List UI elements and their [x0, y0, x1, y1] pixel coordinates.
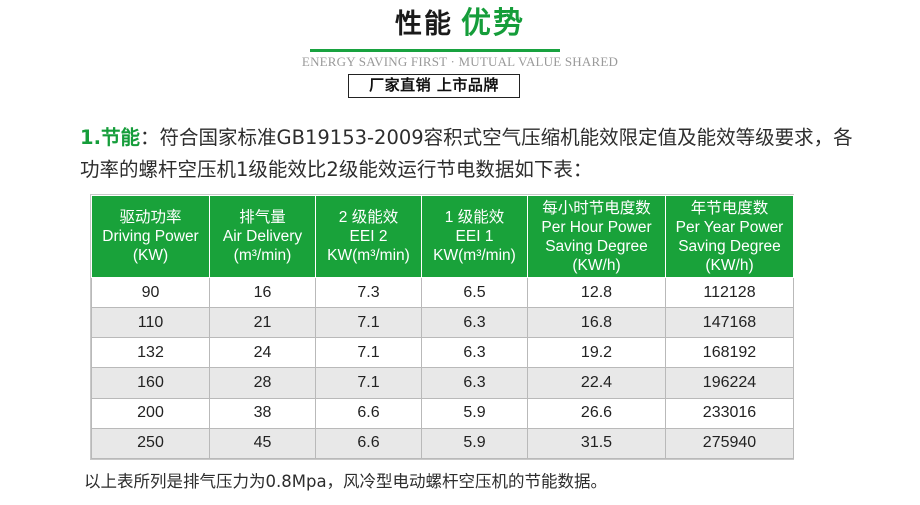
header-en: Per Hour Power [541, 218, 652, 236]
cell-eei1: 6.3 [421, 337, 528, 369]
cell-air-delivery: 24 [209, 337, 316, 369]
cell-eei1: 6.3 [421, 367, 528, 399]
header-zh: 2 级能效 [338, 209, 399, 226]
english-slogan: ENERGY SAVING FIRST · MUTUAL VALUE SHARE… [301, 54, 619, 69]
cell-yearly-saving: 233016 [665, 397, 794, 429]
cell-eei1: 6.3 [421, 307, 528, 339]
cell-hourly-saving: 19.2 [527, 337, 666, 369]
intro-colon: ： [139, 126, 160, 149]
table-row: 90 16 7.3 6.5 12.8 112128 [91, 276, 794, 309]
cell-air-delivery: 21 [209, 307, 316, 339]
header-air-delivery: 排气量 Air Delivery (m³/min) [209, 195, 316, 278]
intro-paragraph: 1.节能：符合国家标准GB19153-2009容积式空气压缩机能效限定值及能效等… [80, 122, 860, 186]
cell-air-delivery: 16 [209, 276, 316, 309]
title-part-performance: 性能 [395, 9, 453, 40]
cell-yearly-saving: 275940 [665, 427, 794, 460]
table-row: 250 45 6.6 5.9 31.5 275940 [91, 427, 794, 460]
header-eei1: 1 级能效 EEI 1 KW(m³/min) [421, 195, 528, 278]
cell-yearly-saving: 147168 [665, 307, 794, 339]
table-row: 110 21 7.1 6.3 16.8 147168 [91, 307, 794, 339]
page-header: 性能 优势 ENERGY SAVING FIRST · MUTUAL VALUE … [0, 0, 920, 110]
table-row: 200 38 6.6 5.9 26.6 233016 [91, 397, 794, 429]
intro-text: 符合国家标准GB19153-2009容积式空气压缩机能效限定值及能效等级要求，各… [80, 126, 853, 181]
intro-lead: 1.节能 [80, 126, 140, 149]
header-yearly-saving: 年节电度数 Per Year Power Saving Degree (KW/h… [665, 195, 794, 278]
table-body: 90 16 7.3 6.5 12.8 112128 110 21 7.1 6.3 16.8 14716… [91, 276, 794, 460]
cell-eei2: 6.6 [315, 427, 422, 460]
cell-hourly-saving: 26.6 [527, 397, 666, 429]
header-en: Per Year Power [675, 218, 784, 236]
cell-eei2: 7.1 [315, 307, 422, 339]
header-unit: (KW) [132, 247, 169, 264]
cell-air-delivery: 38 [209, 397, 316, 429]
header-unit: KW(m³/min) [433, 247, 516, 264]
table-row: 132 24 7.1 6.3 19.2 168192 [91, 337, 794, 369]
cell-yearly-saving: 196224 [665, 367, 794, 399]
header-unit: (KW/h) [572, 256, 621, 274]
header-en: Saving Degree [678, 237, 781, 255]
header-zh: 排气量 [239, 209, 286, 226]
factory-badge: 厂家直销 上市品牌 [348, 74, 520, 98]
cell-eei1: 5.9 [421, 397, 528, 429]
energy-saving-table-container: 驱动功率 Driving Power (KW) 排气量 Air Delivery… [90, 194, 794, 460]
header-zh: 年节电度数 [690, 199, 769, 217]
cell-driving-power: 160 [91, 367, 210, 399]
title-part-advantage: 优势 [461, 6, 525, 41]
header-eei2: 2 级能效 EEI 2 KW(m³/min) [315, 195, 422, 278]
title-underline [310, 49, 560, 52]
header-en: EEI 1 [455, 228, 494, 245]
cell-air-delivery: 28 [209, 367, 316, 399]
header-unit: (m³/min) [233, 247, 292, 264]
cell-driving-power: 132 [91, 337, 210, 369]
cell-driving-power: 250 [91, 427, 210, 460]
header-en: EEI 2 [349, 228, 388, 245]
table-header-row: 驱动功率 Driving Power (KW) 排气量 Air Delivery… [91, 195, 794, 278]
table-footnote: 以上表所列是排气压力为0.8Mpa，风冷型电动螺杆空压机的节能数据。 [84, 472, 608, 491]
header-driving-power: 驱动功率 Driving Power (KW) [91, 195, 210, 278]
cell-driving-power: 200 [91, 397, 210, 429]
table-row: 160 28 7.1 6.3 22.4 196224 [91, 367, 794, 399]
cell-hourly-saving: 12.8 [527, 276, 666, 309]
header-unit: (KW/h) [705, 256, 754, 274]
cell-eei1: 5.9 [421, 427, 528, 460]
cell-eei2: 6.6 [315, 397, 422, 429]
header-unit: KW(m³/min) [327, 247, 410, 264]
cell-eei2: 7.1 [315, 337, 422, 369]
cell-eei1: 6.5 [421, 276, 528, 309]
header-hourly-saving: 每小时节电度数 Per Hour Power Saving Degree (KW… [527, 195, 666, 278]
cell-hourly-saving: 16.8 [527, 307, 666, 339]
header-en: Driving Power [102, 228, 199, 245]
page-title: 性能 优势 [0, 4, 920, 45]
cell-driving-power: 110 [91, 307, 210, 339]
header-en: Air Delivery [222, 228, 303, 245]
cell-air-delivery: 45 [209, 427, 316, 460]
header-zh: 1 级能效 [444, 209, 505, 226]
header-zh: 每小时节电度数 [542, 199, 651, 217]
cell-hourly-saving: 22.4 [527, 367, 666, 399]
energy-saving-table: 驱动功率 Driving Power (KW) 排气量 Air Delivery… [91, 195, 794, 460]
cell-yearly-saving: 168192 [665, 337, 794, 369]
header-zh: 驱动功率 [119, 209, 182, 226]
cell-yearly-saving: 112128 [665, 276, 794, 309]
header-en: Saving Degree [545, 237, 648, 255]
cell-eei2: 7.3 [315, 276, 422, 309]
cell-eei2: 7.1 [315, 367, 422, 399]
cell-hourly-saving: 31.5 [527, 427, 666, 460]
cell-driving-power: 90 [91, 276, 210, 309]
